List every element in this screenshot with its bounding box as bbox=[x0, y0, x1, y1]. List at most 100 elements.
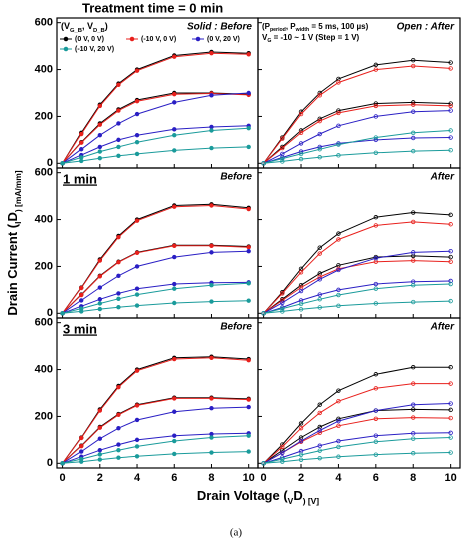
data-point bbox=[448, 128, 453, 133]
data-point bbox=[116, 121, 121, 126]
data-point bbox=[411, 402, 416, 407]
curve bbox=[62, 92, 249, 164]
data-point bbox=[317, 402, 322, 407]
text-part: (V bbox=[61, 21, 70, 31]
data-point bbox=[172, 204, 177, 209]
data-point bbox=[172, 91, 177, 97]
data-point bbox=[298, 151, 304, 157]
data-point bbox=[97, 258, 103, 263]
plot-frame bbox=[56, 317, 259, 469]
data-point bbox=[209, 406, 214, 411]
data-point bbox=[209, 124, 214, 130]
data-point bbox=[97, 436, 103, 441]
panel-label: After bbox=[430, 322, 455, 333]
data-point bbox=[336, 237, 341, 242]
curve bbox=[62, 51, 249, 164]
data-point bbox=[373, 286, 379, 291]
curve bbox=[62, 435, 249, 464]
data-point bbox=[116, 137, 121, 143]
data-point bbox=[261, 311, 266, 316]
data-point bbox=[336, 423, 341, 429]
data-point bbox=[448, 259, 453, 264]
data-point bbox=[134, 132, 140, 138]
text-part: = 5 ms, 100 µs) bbox=[309, 22, 368, 31]
data-point bbox=[280, 306, 285, 311]
text-part: V bbox=[262, 33, 268, 42]
curve bbox=[263, 300, 451, 314]
data-point bbox=[60, 461, 65, 466]
text-part: Drain Current ( bbox=[5, 223, 20, 315]
curve bbox=[263, 59, 451, 164]
data-point bbox=[336, 153, 341, 158]
data-point bbox=[246, 449, 251, 454]
x-axis-label: Drain Voltage (VD) [V] bbox=[197, 488, 319, 506]
subscript: period bbox=[270, 27, 286, 33]
data-point bbox=[411, 135, 416, 141]
curve bbox=[62, 146, 249, 164]
data-point bbox=[411, 431, 416, 436]
annotation: VG = -10 ~ 1 V (Step = 1 V) bbox=[262, 33, 360, 44]
data-point bbox=[411, 436, 416, 441]
data-point bbox=[411, 407, 416, 412]
text-part: (P bbox=[262, 22, 271, 31]
data-point bbox=[172, 127, 177, 132]
data-point bbox=[172, 409, 177, 414]
data-point bbox=[336, 287, 341, 293]
curve bbox=[62, 127, 249, 164]
data-point bbox=[411, 210, 416, 215]
panel-label: Before bbox=[220, 322, 252, 333]
data-point bbox=[172, 438, 177, 444]
data-point bbox=[209, 243, 214, 249]
y-tick-label: 200 bbox=[35, 410, 53, 422]
curve bbox=[263, 383, 451, 464]
data-point bbox=[134, 417, 140, 423]
data-point bbox=[246, 90, 251, 96]
curve bbox=[62, 432, 249, 464]
data-point bbox=[411, 102, 416, 107]
data-point bbox=[78, 158, 84, 164]
data-point bbox=[209, 396, 214, 401]
curve bbox=[263, 283, 451, 314]
curve bbox=[62, 356, 249, 464]
curve bbox=[263, 130, 451, 164]
data-point bbox=[280, 300, 285, 305]
data-point bbox=[317, 455, 322, 461]
text-part: D bbox=[293, 488, 302, 503]
data-point bbox=[411, 258, 416, 263]
data-point bbox=[336, 108, 341, 113]
data-point bbox=[411, 148, 416, 154]
data-point bbox=[60, 311, 65, 316]
data-point bbox=[246, 52, 251, 57]
data-point bbox=[336, 388, 341, 393]
data-point bbox=[116, 425, 121, 431]
data-point bbox=[448, 381, 453, 386]
data-point bbox=[134, 292, 140, 297]
y-tick-label: 400 bbox=[35, 213, 53, 225]
data-point bbox=[280, 444, 285, 450]
data-point bbox=[448, 147, 453, 153]
x-tick-label: 8 bbox=[410, 472, 416, 484]
data-point bbox=[97, 297, 103, 302]
data-point bbox=[78, 449, 84, 454]
data-point bbox=[373, 439, 379, 444]
data-point bbox=[246, 249, 251, 254]
curve bbox=[263, 110, 451, 164]
data-point bbox=[116, 273, 121, 279]
data-point bbox=[209, 203, 214, 208]
data-point bbox=[317, 144, 322, 150]
data-point bbox=[317, 131, 322, 137]
data-point bbox=[134, 68, 140, 73]
legend-marker bbox=[63, 46, 69, 52]
data-point bbox=[246, 433, 251, 438]
panel-label: Solid : Before bbox=[187, 22, 252, 33]
data-point bbox=[172, 281, 177, 287]
data-point bbox=[411, 365, 416, 370]
data-point bbox=[298, 270, 304, 275]
y-tick-label: 0 bbox=[47, 157, 53, 169]
legend-marker bbox=[63, 36, 69, 42]
y-tick-label: 200 bbox=[35, 110, 53, 122]
data-point bbox=[116, 291, 121, 296]
data-point bbox=[246, 397, 251, 402]
legend-label: (-10 V, 0 V) bbox=[141, 36, 176, 43]
